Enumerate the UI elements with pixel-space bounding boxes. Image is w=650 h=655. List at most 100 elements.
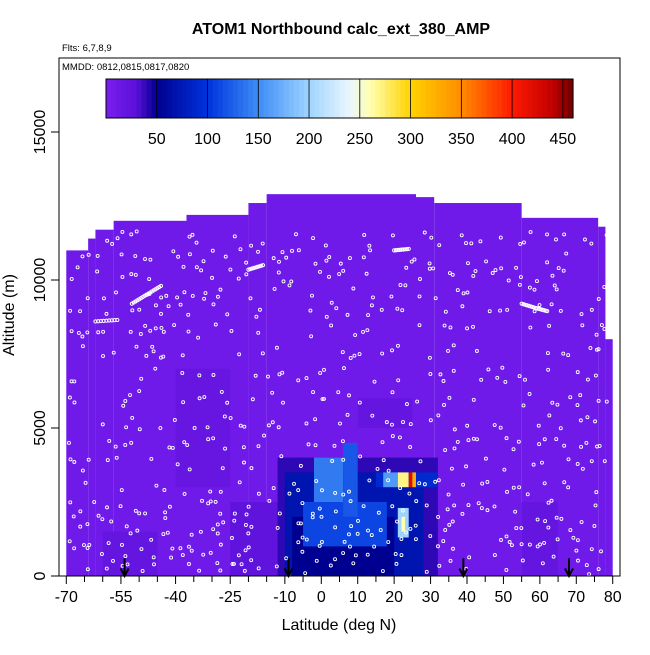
flight-sample-point <box>351 286 356 291</box>
heatmap-cell <box>401 516 406 532</box>
flight-sample-point <box>459 233 464 238</box>
flight-sample-point <box>464 241 468 246</box>
flight-sample-point <box>413 537 418 542</box>
flight-sample-point <box>341 366 346 371</box>
flight-sample-point <box>549 498 554 503</box>
colorbar-segment <box>537 79 544 118</box>
colorbar-segment <box>446 79 452 118</box>
colorbar-segment <box>415 79 422 118</box>
colorbar-segment <box>527 79 533 118</box>
colorbar-segment <box>141 79 148 118</box>
flight-sample-point <box>221 520 226 525</box>
flight-sample-point <box>262 433 267 438</box>
flight-sample-point <box>597 443 602 448</box>
flight-sample-point <box>130 415 135 420</box>
flight-sample-point <box>386 468 391 473</box>
flight-sample-point <box>500 365 505 370</box>
colorbar-segment <box>507 79 513 118</box>
flight-sample-point <box>384 420 389 425</box>
flight-sample-point <box>447 395 452 400</box>
flight-sample-point <box>518 275 523 279</box>
flight-sample-point <box>418 459 423 464</box>
flight-sample-point <box>102 296 106 301</box>
flight-sample-point <box>194 240 199 245</box>
colorbar-segment <box>278 79 285 118</box>
flight-sample-point <box>72 460 77 464</box>
flight-sample-point <box>78 309 83 314</box>
colorbar-frame <box>105 78 574 119</box>
flight-sample-point <box>334 306 339 311</box>
flight-sample-point <box>452 503 457 508</box>
flight-sample-point <box>545 260 550 265</box>
flight-sample-point <box>215 531 220 536</box>
flight-sample-point <box>194 265 199 270</box>
flight-sample-point <box>180 371 185 375</box>
flight-sample-point <box>206 437 211 442</box>
flight-sample-point <box>161 329 166 334</box>
flight-sample-point <box>345 412 350 417</box>
colorbar-segment <box>131 79 138 118</box>
flight-sample-point <box>111 350 116 355</box>
flight-sample-point <box>114 455 119 460</box>
flight-sample-point <box>211 302 216 307</box>
flight-sample-point <box>197 396 202 401</box>
flight-sample-point <box>111 558 115 563</box>
colorbar-segment <box>425 79 432 118</box>
flight-sample-point <box>345 312 350 317</box>
flight-sample-point <box>267 498 272 503</box>
flight-sample-point <box>197 373 202 378</box>
flight-sample-point <box>205 425 210 430</box>
flight-sample-point <box>78 524 83 529</box>
flight-sample-point <box>449 466 454 471</box>
flight-sample-point <box>450 519 455 524</box>
flight-sample-point <box>129 440 134 445</box>
flight-sample-point <box>211 372 216 377</box>
colorbar-tick-label: 250 <box>346 131 373 148</box>
colorbar-segment <box>116 79 122 118</box>
colorbar-segment <box>253 79 259 118</box>
flight-sample-point <box>518 241 523 246</box>
flight-sample-point <box>169 555 174 560</box>
flight-sample-point <box>547 323 552 328</box>
flight-sample-point <box>448 325 453 330</box>
flight-sample-point <box>574 548 579 553</box>
flight-sample-point <box>398 486 403 491</box>
colorbar-segment <box>136 79 143 118</box>
flight-sample-point <box>258 307 262 312</box>
flight-sample-point <box>464 464 469 469</box>
flight-sample-point <box>232 234 237 239</box>
flight-sample-point <box>248 296 253 301</box>
colorbar-segment <box>349 79 356 118</box>
colorbar-segment <box>496 79 503 118</box>
flight-sample-point <box>428 418 433 423</box>
flight-sample-point <box>313 417 318 422</box>
flight-sample-point <box>427 355 432 360</box>
flight-sample-point <box>386 540 391 544</box>
flight-sample-point <box>353 553 358 558</box>
flight-sample-point <box>566 485 571 490</box>
flight-sample-point <box>296 488 301 493</box>
flight-sample-point <box>237 480 242 485</box>
flight-sample-point <box>105 505 109 510</box>
flight-sample-point <box>499 266 504 271</box>
colorbar-segment <box>466 79 473 118</box>
flight-sample-point <box>589 241 594 246</box>
flight-sample-point <box>589 459 594 464</box>
flight-sample-point <box>396 378 401 383</box>
flight-sample-point <box>317 506 322 511</box>
flight-sample-point <box>424 503 429 508</box>
flight-sample-point <box>143 323 148 328</box>
flight-sample-point <box>239 562 244 567</box>
colorbar-segment <box>146 79 153 118</box>
flight-sample-point <box>185 443 190 447</box>
colorbar-segment <box>243 79 249 118</box>
flight-sample-point <box>422 482 427 487</box>
flight-sample-point <box>287 491 292 496</box>
flight-sample-point <box>125 562 130 567</box>
colorbar-segment <box>435 79 442 118</box>
flight-sample-point <box>186 312 191 317</box>
flight-sample-point <box>542 437 547 442</box>
flight-sample-point <box>198 529 203 534</box>
flight-sample-point <box>333 525 338 530</box>
flight-sample-point <box>78 509 83 514</box>
